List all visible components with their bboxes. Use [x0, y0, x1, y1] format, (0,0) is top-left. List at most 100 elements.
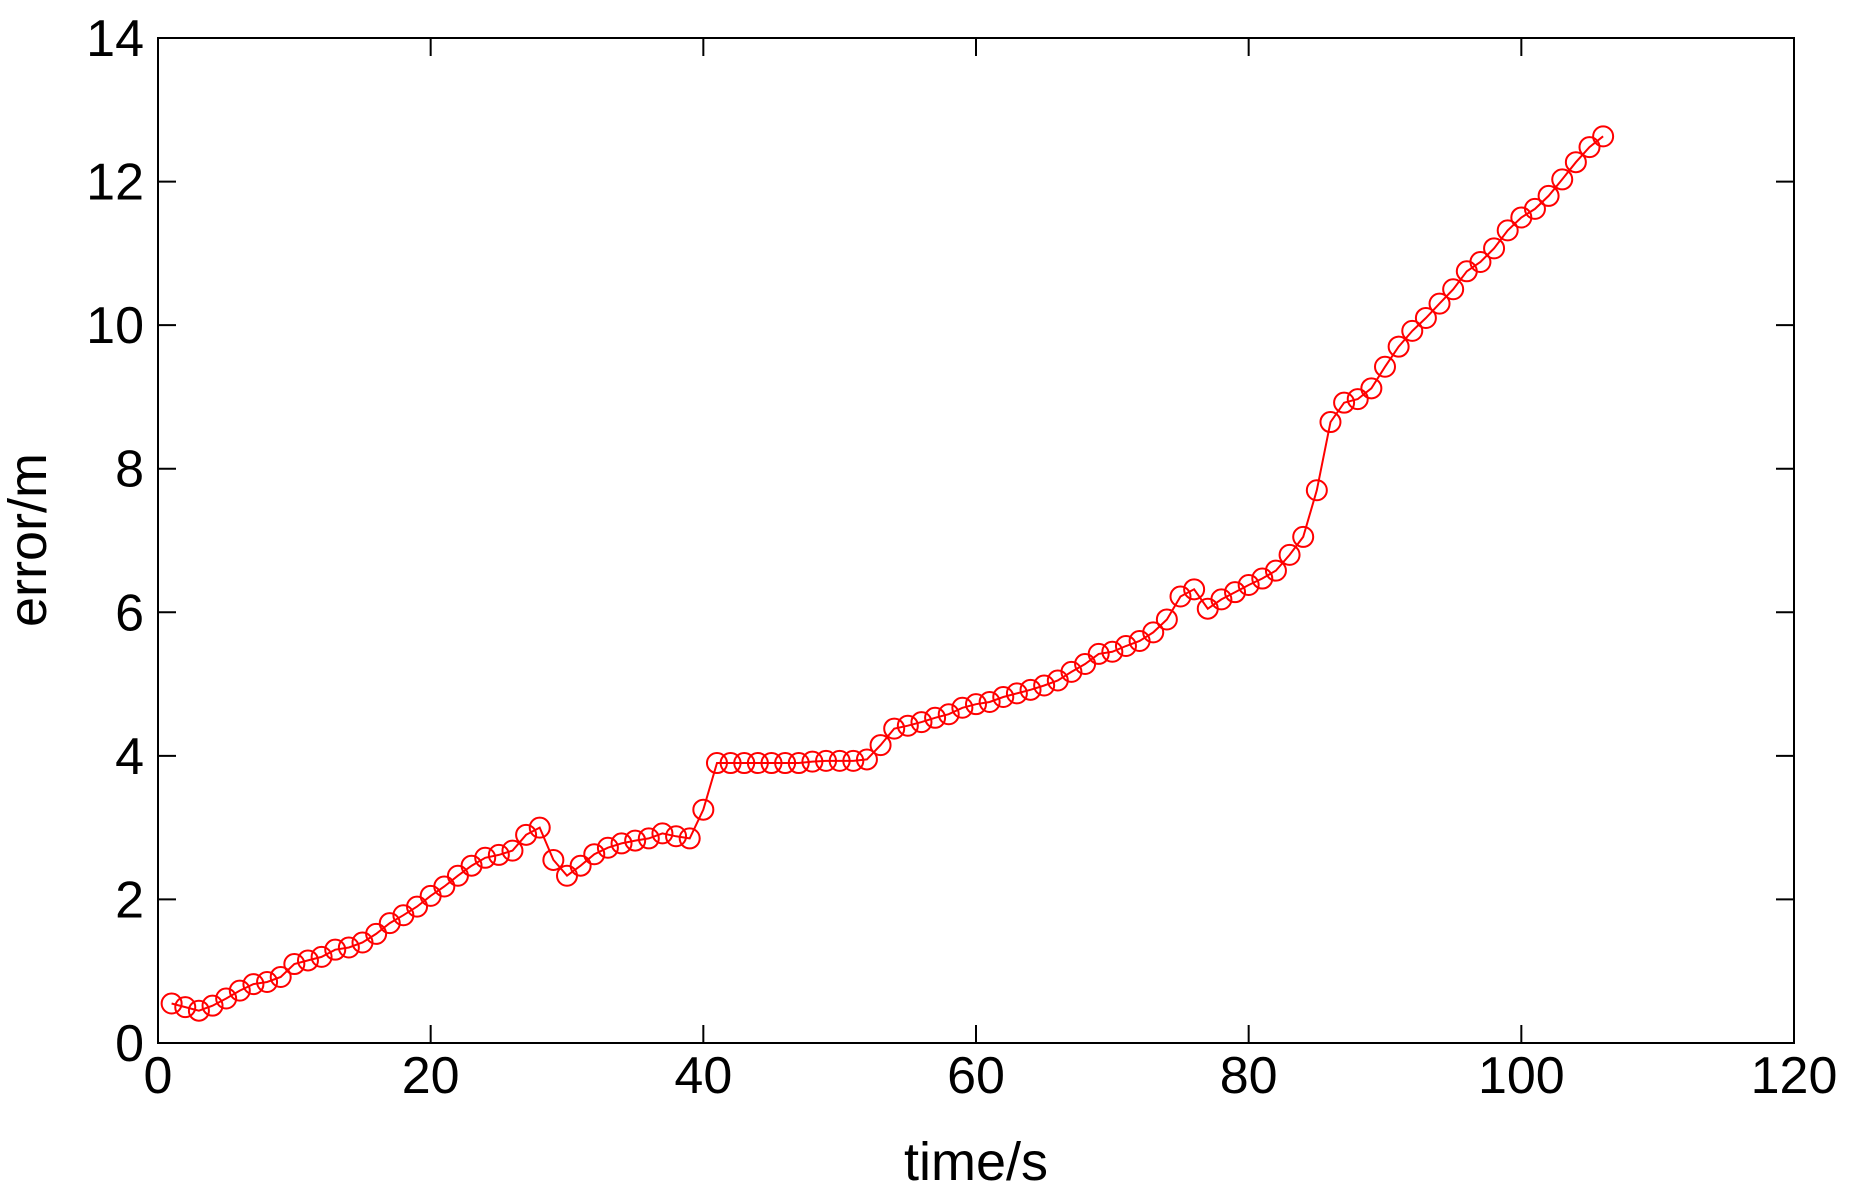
- data-point: [705, 752, 728, 775]
- data-point: [378, 912, 401, 935]
- data-point: [201, 994, 224, 1017]
- data-point: [815, 749, 838, 772]
- y-tick-label: 6: [115, 584, 144, 642]
- data-point: [1564, 151, 1587, 174]
- data-point: [801, 750, 824, 773]
- data-point: [1019, 678, 1042, 701]
- data-point: [1360, 377, 1383, 400]
- data-point: [1578, 136, 1601, 159]
- data-point: [228, 979, 251, 1002]
- x-tick-label: 100: [1478, 1047, 1565, 1105]
- data-point: [174, 996, 197, 1019]
- y-tick-label: 10: [86, 297, 144, 355]
- data-point: [1592, 125, 1615, 148]
- y-axis-label: error/m: [0, 453, 58, 627]
- data-point: [1374, 355, 1396, 378]
- data-point: [896, 714, 919, 737]
- plot-frame: [157, 37, 1795, 1044]
- data-point: [828, 749, 851, 772]
- data-point: [1264, 559, 1287, 582]
- data-point: [487, 843, 510, 866]
- data-point: [1237, 574, 1260, 597]
- data-point: [1319, 411, 1342, 434]
- data-point: [1114, 635, 1137, 658]
- data-point: [1292, 525, 1315, 548]
- data-point: [1483, 237, 1506, 260]
- data-point: [1169, 585, 1192, 608]
- data-point: [187, 999, 210, 1022]
- data-point: [855, 748, 878, 771]
- data-point: [651, 822, 674, 845]
- y-tick-label: 0: [115, 1015, 144, 1073]
- data-point: [269, 965, 292, 988]
- y-tick-label: 2: [115, 871, 144, 929]
- data-point: [1005, 682, 1028, 705]
- data-point: [596, 836, 619, 859]
- data-point: [1469, 250, 1492, 273]
- data-point: [474, 846, 497, 869]
- data-point: [1305, 479, 1328, 502]
- data-point: [910, 711, 933, 734]
- axis-tick-labels: 0 20 40 60 80 100 120 0 2 4 6 8 10 12 14: [86, 10, 1837, 1105]
- data-point: [787, 752, 810, 775]
- data-point: [283, 953, 306, 976]
- data-point: [1442, 278, 1465, 301]
- data-point: [665, 825, 688, 848]
- data-point: [1401, 319, 1424, 342]
- x-tick-label: 80: [1220, 1047, 1278, 1105]
- data-point: [883, 717, 906, 740]
- data-point: [1142, 621, 1165, 644]
- data-point: [583, 843, 606, 866]
- data-point: [992, 685, 1015, 708]
- data-point: [1224, 581, 1247, 604]
- data-point: [501, 839, 524, 862]
- data-point: [1101, 640, 1124, 663]
- data-point: [760, 752, 783, 775]
- data-point: [1183, 578, 1206, 601]
- x-tick-label: 120: [1751, 1047, 1838, 1105]
- data-point: [160, 992, 183, 1015]
- data-point: [1210, 588, 1233, 611]
- data-point: [924, 706, 947, 729]
- data-point: [1387, 335, 1410, 358]
- data-point: [719, 752, 742, 775]
- data-point: [692, 798, 715, 821]
- data-point: [1333, 391, 1356, 414]
- data-point: [1251, 567, 1274, 590]
- data-point: [937, 703, 960, 726]
- y-tick-label: 12: [86, 154, 144, 212]
- data-point: [1496, 219, 1519, 242]
- data-point: [1428, 292, 1451, 315]
- x-axis-label: time/s: [904, 1132, 1048, 1187]
- data-point: [1523, 197, 1546, 220]
- data-point: [1537, 184, 1560, 207]
- data-point: [337, 936, 360, 959]
- data-point: [515, 823, 538, 846]
- data-point: [624, 829, 647, 852]
- data-point: [1155, 608, 1178, 631]
- data-point: [746, 752, 769, 775]
- data-point: [1087, 642, 1110, 665]
- data-point: [324, 938, 347, 961]
- y-tick-label: 4: [115, 728, 144, 786]
- data-point: [965, 693, 987, 716]
- data-point: [542, 848, 565, 871]
- data-point: [1551, 168, 1574, 191]
- data-point: [951, 696, 974, 719]
- data-point: [215, 987, 238, 1010]
- x-tick-label: 60: [947, 1047, 1005, 1105]
- data-point: [256, 970, 279, 993]
- x-tick-label: 40: [674, 1047, 732, 1105]
- x-tick-label: 0: [144, 1047, 173, 1105]
- data-point: [433, 875, 456, 898]
- data-point: [365, 922, 388, 945]
- data-point: [528, 816, 551, 839]
- data-point: [296, 949, 319, 972]
- data-point: [637, 827, 660, 850]
- x-tick-label: 20: [402, 1047, 460, 1105]
- data-point: [1278, 543, 1301, 566]
- data-point: [869, 734, 892, 757]
- data-point: [460, 854, 483, 877]
